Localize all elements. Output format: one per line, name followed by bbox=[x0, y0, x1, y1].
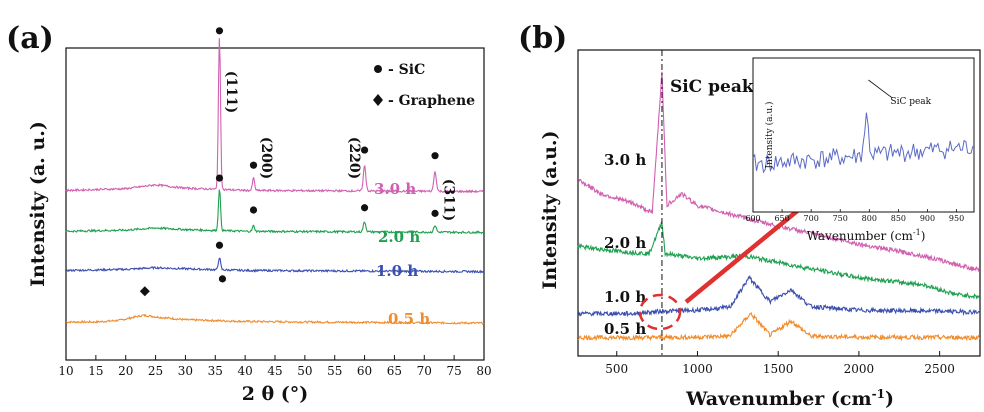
raman-series-line bbox=[577, 274, 980, 318]
sic-peak-marker bbox=[360, 146, 369, 154]
panel-a-x-ticks: 10 15 20 25 30 35 40 45 50 55 60 65 70 75 80 bbox=[58, 355, 492, 378]
highlight-circle bbox=[638, 293, 682, 331]
miller-index-label: (311) bbox=[441, 179, 457, 221]
inset-frame bbox=[752, 57, 975, 213]
panel-b-y-axis-title: Intensity (a.u.) bbox=[539, 130, 561, 289]
series-label: 1.0 h bbox=[604, 288, 646, 306]
panel-a-legend: - SiC - Graphene bbox=[373, 62, 475, 109]
panel-b-chart: 500 1000 1500 2000 2500 0.5 h 1.0 h 2.0 h 3.0 h… bbox=[539, 49, 981, 410]
xrd-series-line bbox=[65, 189, 484, 235]
series-label: 2.0 h bbox=[378, 228, 420, 246]
inset-chart: 600 650 700 750 800 850 900 950 SiC peak Intens… bbox=[745, 57, 975, 243]
sic-peak-label: SiC peak bbox=[670, 77, 755, 97]
panel-a-annotations: 0.5 h 1.0 h 2.0 h 3.0 h (111) (200) (220) (311) bbox=[223, 71, 456, 328]
xrd-series-line bbox=[65, 38, 484, 194]
raman-series-line bbox=[577, 311, 981, 342]
x-tick-label: 1500 bbox=[763, 362, 794, 376]
sic-peak-marker bbox=[215, 174, 224, 182]
sic-peak-marker bbox=[215, 27, 224, 35]
x-tick-label: 80 bbox=[476, 364, 491, 378]
sic-peak-marker bbox=[431, 152, 439, 160]
x-tick-label: 500 bbox=[605, 362, 628, 376]
x-tick-label: 2500 bbox=[924, 362, 955, 376]
series-label: 3.0 h bbox=[374, 180, 416, 198]
inset-y-axis-title: Intensity (a.u.) bbox=[764, 101, 775, 168]
panel-a-series bbox=[65, 38, 485, 325]
x-tick-label: 20 bbox=[118, 364, 133, 378]
inset-tick-label: 800 bbox=[862, 214, 877, 223]
sic-peak-marker bbox=[249, 161, 258, 169]
panel-b-x-axis-title: Wavenumber (cm-1) bbox=[685, 387, 894, 410]
sic-peak-marker bbox=[218, 275, 227, 283]
inset-tick-label: 900 bbox=[920, 214, 935, 223]
panel-b-series-labels: 0.5 h 1.0 h 2.0 h 3.0 h bbox=[604, 151, 646, 338]
panel-a-markers bbox=[139, 27, 439, 297]
legend-graphene-label: - Graphene bbox=[388, 93, 475, 109]
sic-peak-marker bbox=[249, 206, 258, 214]
x-tick-label: 30 bbox=[178, 364, 193, 378]
miller-index-label: (200) bbox=[258, 137, 274, 179]
sic-peak-marker bbox=[431, 209, 439, 217]
x-tick-label: 1000 bbox=[682, 362, 713, 376]
panel-b-x-ticks: 500 1000 1500 2000 2500 bbox=[605, 351, 955, 376]
x-tick-label: 10 bbox=[58, 364, 73, 378]
panel-b-frame bbox=[577, 49, 981, 357]
xrd-series-line bbox=[65, 313, 485, 325]
x-tick-label: 45 bbox=[267, 364, 282, 378]
inset-tick-label: 950 bbox=[949, 214, 964, 223]
legend-sic-label: - SiC bbox=[388, 62, 425, 78]
inset-tick-label: 700 bbox=[804, 214, 819, 223]
x-tick-label: 25 bbox=[148, 364, 163, 378]
inset-x-axis-title: Wavenumber (cm-1) bbox=[807, 228, 926, 243]
inset-tick-label: 750 bbox=[833, 214, 848, 223]
inset-x-ticks: 600 650 700 750 800 850 900 950 bbox=[745, 209, 964, 223]
x-tick-label: 70 bbox=[417, 364, 432, 378]
miller-index-label: (111) bbox=[223, 71, 239, 113]
series-label: 2.0 h bbox=[604, 234, 646, 252]
series-label: 0.5 h bbox=[604, 320, 646, 338]
panel-a-x-axis-title: 2 θ (°) bbox=[242, 383, 309, 405]
series-label: 3.0 h bbox=[604, 151, 646, 169]
xrd-series-line bbox=[66, 257, 485, 274]
x-tick-label: 35 bbox=[208, 364, 223, 378]
x-tick-label: 40 bbox=[238, 364, 253, 378]
inset-tick-label: 650 bbox=[774, 214, 789, 223]
inset-sic-peak-pointer bbox=[868, 79, 893, 99]
sic-peak-marker bbox=[360, 204, 369, 212]
x-tick-label: 60 bbox=[357, 364, 372, 378]
sic-peak-marker bbox=[215, 241, 224, 249]
x-tick-label: 55 bbox=[327, 364, 342, 378]
legend-sic-marker bbox=[374, 65, 382, 73]
panel-a-y-axis-title: Intensity (a. u.) bbox=[27, 121, 49, 287]
inset-sic-peak-label: SiC peak bbox=[890, 97, 931, 107]
series-label: 0.5 h bbox=[388, 310, 430, 328]
panel-b-label: (b) bbox=[518, 21, 567, 56]
x-tick-label: 65 bbox=[387, 364, 402, 378]
series-label: 1.0 h bbox=[376, 262, 418, 280]
panel-a-chart: 10 15 20 25 30 35 40 45 50 55 60 65 70 75 80 0.5 h 1.0 … bbox=[27, 27, 492, 405]
panel-a-label: (a) bbox=[6, 21, 54, 56]
miller-index-label: (220) bbox=[346, 137, 362, 179]
x-tick-label: 15 bbox=[88, 364, 103, 378]
legend-graphene-marker bbox=[373, 94, 383, 106]
x-tick-label: 75 bbox=[447, 364, 462, 378]
graphene-peak-marker bbox=[139, 286, 150, 297]
x-tick-label: 2000 bbox=[844, 362, 875, 376]
inset-spectrum-line bbox=[752, 112, 974, 174]
raman-series-line bbox=[577, 221, 980, 300]
inset-tick-label: 600 bbox=[745, 214, 760, 223]
x-tick-label: 50 bbox=[297, 364, 312, 378]
inset-tick-label: 850 bbox=[891, 214, 906, 223]
